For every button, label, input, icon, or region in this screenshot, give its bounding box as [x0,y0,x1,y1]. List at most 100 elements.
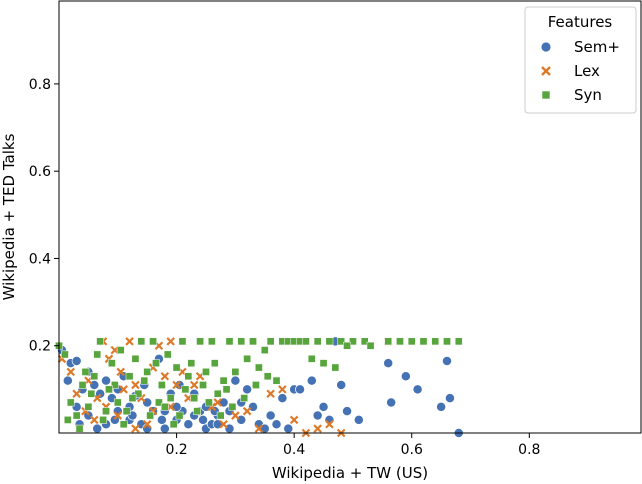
syn-point [169,420,178,429]
sem-point [271,419,282,430]
syn-point [199,381,207,389]
lex-point [160,371,170,381]
lex-point [116,367,126,377]
legend-title: Features [548,13,613,31]
syn-point [302,337,310,346]
syn-point [366,341,375,350]
sem-point [71,356,82,366]
sem-point [386,397,397,408]
lex-point [266,389,275,399]
syn-point [202,368,210,376]
syn-point [160,402,169,411]
legend: Features Sem+ Lex Syn [524,6,637,114]
syn-point [81,368,90,376]
syn-point [255,363,263,372]
syn-point [143,368,152,376]
syn-point [163,350,172,359]
syn-point [125,372,134,381]
sem-point [442,356,452,366]
syn-point [219,376,228,385]
x-tick-label: 0.6 [401,442,423,458]
syn-point [122,407,131,416]
syn-point [313,337,322,346]
syn-point [87,389,96,398]
syn-point [225,337,234,346]
syn-point [75,424,84,433]
lex-point [242,406,252,416]
lex-point [166,337,175,346]
lex-point [131,380,140,390]
sem-point [183,419,194,430]
x-tick-label: 0.2 [165,442,187,458]
syn-point [90,372,99,381]
syn-point [99,416,107,424]
y-tick-label: 0.2 [29,339,51,355]
syn-point [187,359,196,368]
syn-point [431,337,440,346]
syn-point [172,363,181,372]
syn-point [272,376,281,385]
y-axis-label: Wikipedia + TED Talks [0,133,18,300]
syn-point [210,359,219,368]
legend-sem-marker [540,41,552,53]
x-axis-ticks: 0.2 0.4 0.6 0.8 [165,433,540,458]
syn-point [263,372,272,381]
syn-point [105,385,113,394]
sem-point [230,375,241,386]
sem-point [353,414,364,425]
legend-syn-marker [541,90,551,100]
sem-point [306,375,317,386]
syn-point [196,337,204,346]
lex-point [289,415,299,425]
syn-point [63,416,72,424]
sem-point [383,358,394,369]
lex-point [119,385,128,394]
x-tick-label: 0.4 [283,442,305,458]
syn-point [184,372,193,381]
sem-point [400,371,411,382]
syn-point [454,337,463,346]
lex-point [172,380,181,390]
syn-point [205,398,213,407]
sem-point [312,410,323,421]
sem-point [242,384,253,395]
syn-point [166,394,175,402]
syn-point [113,398,122,407]
lex-point [72,389,81,399]
syn-point [207,337,216,346]
syn-point [84,402,93,411]
sem-point [318,401,329,412]
syn-point [237,337,246,346]
syn-point [222,385,231,394]
lex-point [66,367,76,377]
syn-point [116,346,125,354]
points-layer [55,336,464,438]
syn-point [72,411,81,420]
syn-point [193,407,202,416]
sem-point [342,406,353,417]
syn-point [443,337,451,346]
sem-point [336,380,347,390]
lex-point [325,419,334,429]
syn-point [108,359,116,368]
syn-point [349,337,357,346]
syn-point [360,337,369,346]
syn-point [228,402,237,411]
syn-point [343,341,351,350]
syn-point [158,381,166,389]
syn-point [61,350,69,359]
lex-point [219,419,228,429]
x-tick-label: 0.8 [518,442,540,458]
sem-point [444,393,455,404]
syn-point [240,394,249,402]
syn-point [131,354,140,363]
lex-point [131,424,140,433]
syn-point [307,354,316,363]
sem-point [198,414,208,425]
x-axis-label: Wikipedia + TW (US) [272,464,428,482]
syn-point [181,385,190,394]
syn-point [102,407,110,416]
sem-point [265,410,276,421]
syn-point [149,337,157,346]
